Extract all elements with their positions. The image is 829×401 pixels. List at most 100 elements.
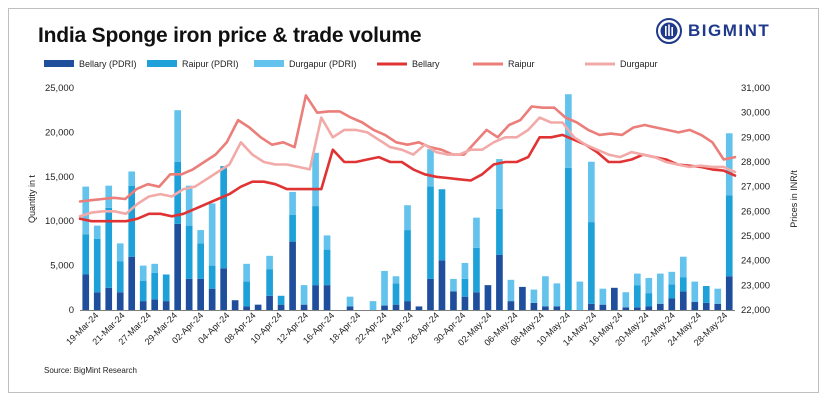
bar-segment (542, 306, 549, 310)
bar-segment (185, 225, 193, 279)
bar-segment (139, 280, 147, 302)
bar-segment (438, 260, 446, 310)
bar-segment (197, 243, 204, 279)
y2-tick-label: 23,000 (741, 280, 770, 291)
bar-segment (622, 292, 630, 308)
y2-tick-label: 29,000 (741, 132, 770, 143)
bar-segment (542, 276, 549, 307)
bar-segment (151, 263, 159, 273)
bar-segment (404, 301, 411, 310)
bar-segment (702, 286, 710, 303)
bar-segment (93, 292, 101, 310)
bar-segment (312, 285, 319, 310)
brand-logo: BIGMINT (656, 16, 770, 46)
bar-segment (553, 283, 561, 307)
bar-segment (174, 110, 181, 162)
y-axis-title: Quantity in t (27, 174, 37, 223)
legend-swatch (147, 60, 177, 67)
bar-segment (266, 269, 273, 296)
bar-segment (519, 286, 526, 310)
bar-segment (633, 285, 641, 308)
bar-segment (725, 276, 733, 310)
bar-segment (243, 263, 250, 282)
bar-segment (82, 186, 90, 235)
bar-segment (300, 285, 308, 305)
bar-segment (208, 265, 216, 289)
bar-segment (645, 278, 653, 294)
bar-segment (243, 281, 250, 307)
bar-segment (392, 276, 400, 284)
bar-segment (691, 281, 699, 302)
bar-segment (197, 230, 204, 244)
bar-segment (404, 205, 411, 231)
bar-segment (565, 167, 572, 310)
bar-segment (369, 301, 377, 310)
bar-segment (323, 249, 331, 286)
bar-segment (679, 291, 687, 310)
y2-tick-label: 25,000 (741, 231, 770, 242)
y2-tick-label: 27,000 (741, 182, 770, 193)
bar-segment (381, 305, 388, 310)
legend-label: Raipur (508, 59, 535, 69)
bar-segment (496, 208, 503, 255)
legend-swatch (254, 60, 284, 67)
bar-segment (507, 301, 515, 310)
price-line-durgapur (78, 116, 737, 218)
bar-segment (461, 296, 469, 310)
bar-segment (197, 278, 204, 310)
y2-tick-label: 24,000 (741, 256, 770, 267)
bar-segment (725, 195, 733, 277)
bar-segment (162, 274, 170, 302)
bar-segment (300, 304, 308, 310)
bar-segment (702, 302, 710, 310)
legend-label: Raipur (PDRI) (182, 59, 239, 69)
y2-tick-label: 30,000 (741, 108, 770, 119)
bar-segment (473, 247, 480, 293)
y-tick-label: 20,000 (45, 127, 74, 138)
bar-segment (231, 300, 239, 310)
bar-segment (714, 288, 722, 304)
bar-segment (289, 191, 296, 215)
bar-segment (93, 225, 101, 239)
y2-tick-label: 28,000 (741, 157, 770, 168)
bar-segment (691, 302, 699, 310)
bar-segment (220, 268, 227, 310)
bar-segment (450, 291, 457, 310)
y2-tick-label: 26,000 (741, 206, 770, 217)
bar-segment (139, 265, 147, 281)
bar-segment (725, 133, 733, 196)
bar-segment (289, 241, 296, 310)
bar-segment (679, 277, 687, 292)
bar-segment (576, 281, 584, 310)
bar-segment (392, 304, 400, 310)
bar-segment (622, 307, 630, 310)
bar-segment (105, 287, 113, 310)
bar-segment (174, 223, 181, 310)
bar-segment (151, 299, 159, 310)
bar-segment (116, 292, 124, 310)
bar-segment (346, 306, 354, 310)
bar-segment (473, 217, 480, 248)
bar-segment (93, 238, 101, 293)
bar-segment (208, 203, 216, 266)
bar-segment (105, 207, 113, 288)
bar-segment (633, 273, 641, 286)
bar-segment (404, 230, 411, 302)
bar-segment (427, 149, 434, 187)
bar-segment (599, 288, 607, 305)
bar-segment (128, 171, 136, 186)
bar-segment (220, 166, 227, 269)
bar-segment (208, 288, 216, 310)
bar-segment (151, 272, 159, 300)
y-tick-label: 25,000 (45, 83, 74, 94)
bar-segment (82, 274, 90, 310)
chart-title: India Sponge iron price & trade volume (38, 24, 422, 47)
bar-segment (139, 301, 147, 310)
bar-segment (679, 256, 687, 278)
legend-label: Bellary (412, 59, 440, 69)
bar-segment (714, 303, 722, 310)
bar-segment (277, 304, 285, 310)
legend-swatch (44, 60, 74, 67)
source-note: Source: BigMint Research (44, 366, 137, 375)
